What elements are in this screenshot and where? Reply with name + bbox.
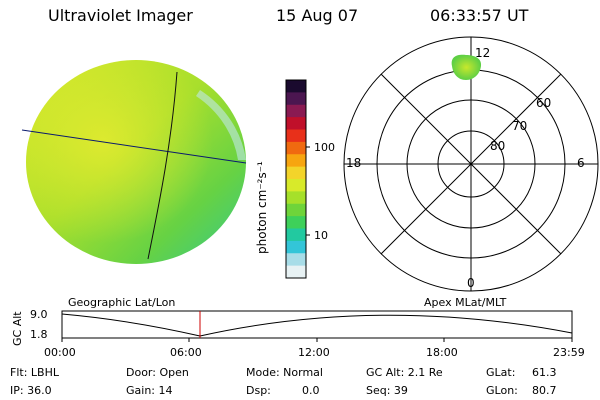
status-gc-alt: GC Alt: 2.1 Re — [366, 366, 443, 379]
colorbar-segment — [286, 253, 306, 267]
timeline-xtick-0000: 00:00 — [44, 346, 76, 359]
timeline-ytick-bottom: 1.8 — [30, 328, 48, 341]
timeline-ytick-top: 9.0 — [30, 308, 48, 321]
timeline-right-title: Apex MLat/MLT — [424, 296, 507, 309]
colorbar-segment — [286, 92, 306, 106]
status-dsp-label: Dsp: — [246, 384, 271, 397]
colorbar — [286, 80, 306, 279]
colorbar-segment — [286, 203, 306, 217]
colorbar-segment — [286, 228, 306, 242]
colorbar-segment — [286, 191, 306, 205]
colorbar-frame — [285, 79, 307, 279]
polar-diagonal-2 — [380, 73, 562, 255]
time-label: 06:33:57 UT — [430, 6, 529, 25]
colorbar-segment — [286, 154, 306, 168]
status-glat-value: 61.3 — [532, 366, 557, 379]
status-ip: IP: 36.0 — [10, 384, 52, 397]
colorbar-label-100: 100 — [314, 141, 335, 154]
mlt-label-12: 12 — [475, 46, 491, 60]
status-seq: Seq: 39 — [366, 384, 408, 397]
lat-label-70: 70 — [512, 119, 528, 133]
colorbar-segment — [286, 129, 306, 143]
timeline-xtick-1800: 18:00 — [426, 346, 458, 359]
mlt-label-18: 18 — [346, 156, 362, 170]
colorbar-unit-label: photon cm⁻²s⁻¹ — [255, 161, 269, 254]
colorbar-segment — [286, 166, 306, 180]
timeline-left-title: Geographic Lat/Lon — [68, 296, 176, 309]
status-glon-label: GLon: — [486, 384, 518, 397]
colorbar-label-10: 10 — [314, 229, 328, 242]
colorbar-segment — [286, 141, 306, 155]
colorbar-segment — [286, 265, 306, 279]
colorbar-segment — [286, 216, 306, 230]
status-glon-value: 80.7 — [532, 384, 557, 397]
status-filter: Flt: LBHL — [10, 366, 59, 379]
colorbar-segment — [286, 80, 306, 93]
status-dsp-value: 0.0 — [302, 384, 320, 397]
instrument-title: Ultraviolet Imager — [48, 6, 193, 25]
auroral-emission-patch — [451, 54, 482, 80]
uv-disk-image — [21, 60, 247, 264]
timeline-ylabel: GC Alt — [11, 311, 24, 346]
timeline-frame — [61, 310, 573, 339]
altitude-curve — [61, 313, 573, 337]
colorbar-segment — [286, 117, 306, 131]
geo-latitude-line — [21, 129, 247, 164]
polar-plot — [343, 36, 599, 292]
colorbar-segment — [286, 240, 306, 254]
colorbar-segment — [286, 179, 306, 192]
mlt-label-0: 0 — [467, 276, 475, 290]
status-mode: Mode: Normal — [246, 366, 323, 379]
timeline-panel — [61, 310, 573, 342]
status-door: Door: Open — [126, 366, 189, 379]
status-gain: Gain: 14 — [126, 384, 173, 397]
lat-label-60: 60 — [536, 96, 552, 110]
timeline-xtick-0600: 06:00 — [170, 346, 202, 359]
status-glat-label: GLat: — [486, 366, 516, 379]
geo-meridian-line — [147, 71, 178, 260]
date-label: 15 Aug 07 — [276, 6, 359, 25]
mlt-label-6: 6 — [577, 156, 585, 170]
timeline-xtick-2359: 23:59 — [553, 346, 585, 359]
lat-label-80: 80 — [490, 139, 506, 153]
timeline-xtick-1200: 12:00 — [298, 346, 330, 359]
colorbar-segment — [286, 104, 306, 118]
